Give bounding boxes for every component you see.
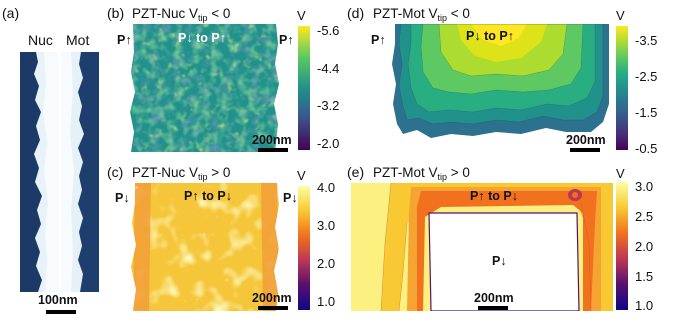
panel-c-scale-label: 200nm xyxy=(252,291,292,305)
panel-b-pol-center: P↓ to P↑ xyxy=(178,31,226,45)
panel-c-scale-bar xyxy=(258,306,288,310)
panel-d-title: PZT-Mot Vtip < 0 xyxy=(373,6,470,23)
panel-a-label: (a) xyxy=(2,5,20,21)
panel-b-map xyxy=(130,24,279,152)
nuc-strip-label: Nuc xyxy=(28,32,53,48)
panel-a-scale-label: 100nm xyxy=(38,293,78,307)
panel-c-tick: 1.0 xyxy=(317,294,336,309)
panel-d-label: (d) xyxy=(347,5,365,21)
nuc-strip-image xyxy=(20,52,58,292)
panel-d-map xyxy=(351,24,613,152)
panel-b-scale-label: 200nm xyxy=(252,133,292,147)
panel-e-tick: 2.0 xyxy=(635,239,654,254)
panel-b-scale-bar xyxy=(258,148,288,152)
panel-e-tick: 1.0 xyxy=(635,298,654,313)
panel-d-unit: V xyxy=(616,8,625,23)
panel-e-tick: 2.5 xyxy=(635,209,654,224)
panel-e-label: (e) xyxy=(347,164,365,180)
panel-e-tick: 1.5 xyxy=(635,269,654,284)
panel-d-pol-left: P↑ xyxy=(371,33,386,47)
panel-e-unit: V xyxy=(616,166,625,181)
panel-d-pol-center: P↓ to P↑ xyxy=(466,29,514,43)
panel-b-pol-right: P↑ xyxy=(279,33,294,47)
panel-d-scale-bar xyxy=(570,148,600,152)
panel-d-tick: -0.5 xyxy=(635,141,658,156)
panel-b-unit: V xyxy=(297,8,306,23)
panel-b-pol-left: P↑ xyxy=(117,33,132,47)
panel-b-tick: -4.4 xyxy=(317,61,340,76)
panel-c-tick: 2.0 xyxy=(317,256,336,271)
panel-c-unit: V xyxy=(297,168,306,183)
panel-c-title: PZT-Nuc Vtip > 0 xyxy=(132,165,231,182)
panel-b-tick: -5.6 xyxy=(317,23,340,38)
panel-d-tick: -3.5 xyxy=(635,33,658,48)
mot-strip-image xyxy=(61,52,99,292)
panel-e-map xyxy=(351,183,613,311)
panel-c-colorbar xyxy=(298,186,310,310)
panel-c-pol-left: P↓ xyxy=(115,191,130,205)
panel-e-title: PZT-Mot Vtip > 0 xyxy=(373,165,470,182)
panel-e-pol-top: P↑ to P↓ xyxy=(470,189,518,203)
panel-d-tick: -1.5 xyxy=(635,105,658,120)
panel-c-map xyxy=(131,183,279,311)
panel-e-scale-label: 200nm xyxy=(474,291,514,305)
panel-c-label: (c) xyxy=(107,164,124,180)
panel-c-pol-center: P↑ to P↓ xyxy=(184,189,232,203)
panel-c-tick: 4.0 xyxy=(317,180,336,195)
panel-d-scale-label: 200nm xyxy=(566,133,606,147)
panel-b-label: (b) xyxy=(107,5,125,21)
panel-d-tick: -2.5 xyxy=(635,69,658,84)
panel-c-pol-right: P↓ xyxy=(283,191,298,205)
panel-d-colorbar xyxy=(616,26,628,150)
panel-b-tick: -2.0 xyxy=(317,136,340,151)
panel-b-colorbar xyxy=(298,26,310,150)
panel-b-title: PZT-Nuc Vtip < 0 xyxy=(132,6,231,23)
panel-e-tick: 3.0 xyxy=(635,179,654,194)
panel-e-pol-inner: P↓ xyxy=(492,254,507,268)
panel-e-colorbar xyxy=(616,182,628,310)
mot-strip-label: Mot xyxy=(66,32,90,48)
panel-b-tick: -3.2 xyxy=(317,98,340,113)
panel-c-tick: 3.0 xyxy=(317,218,336,233)
panel-e-scale-bar xyxy=(478,306,508,310)
panel-a-scale-bar xyxy=(46,310,76,314)
